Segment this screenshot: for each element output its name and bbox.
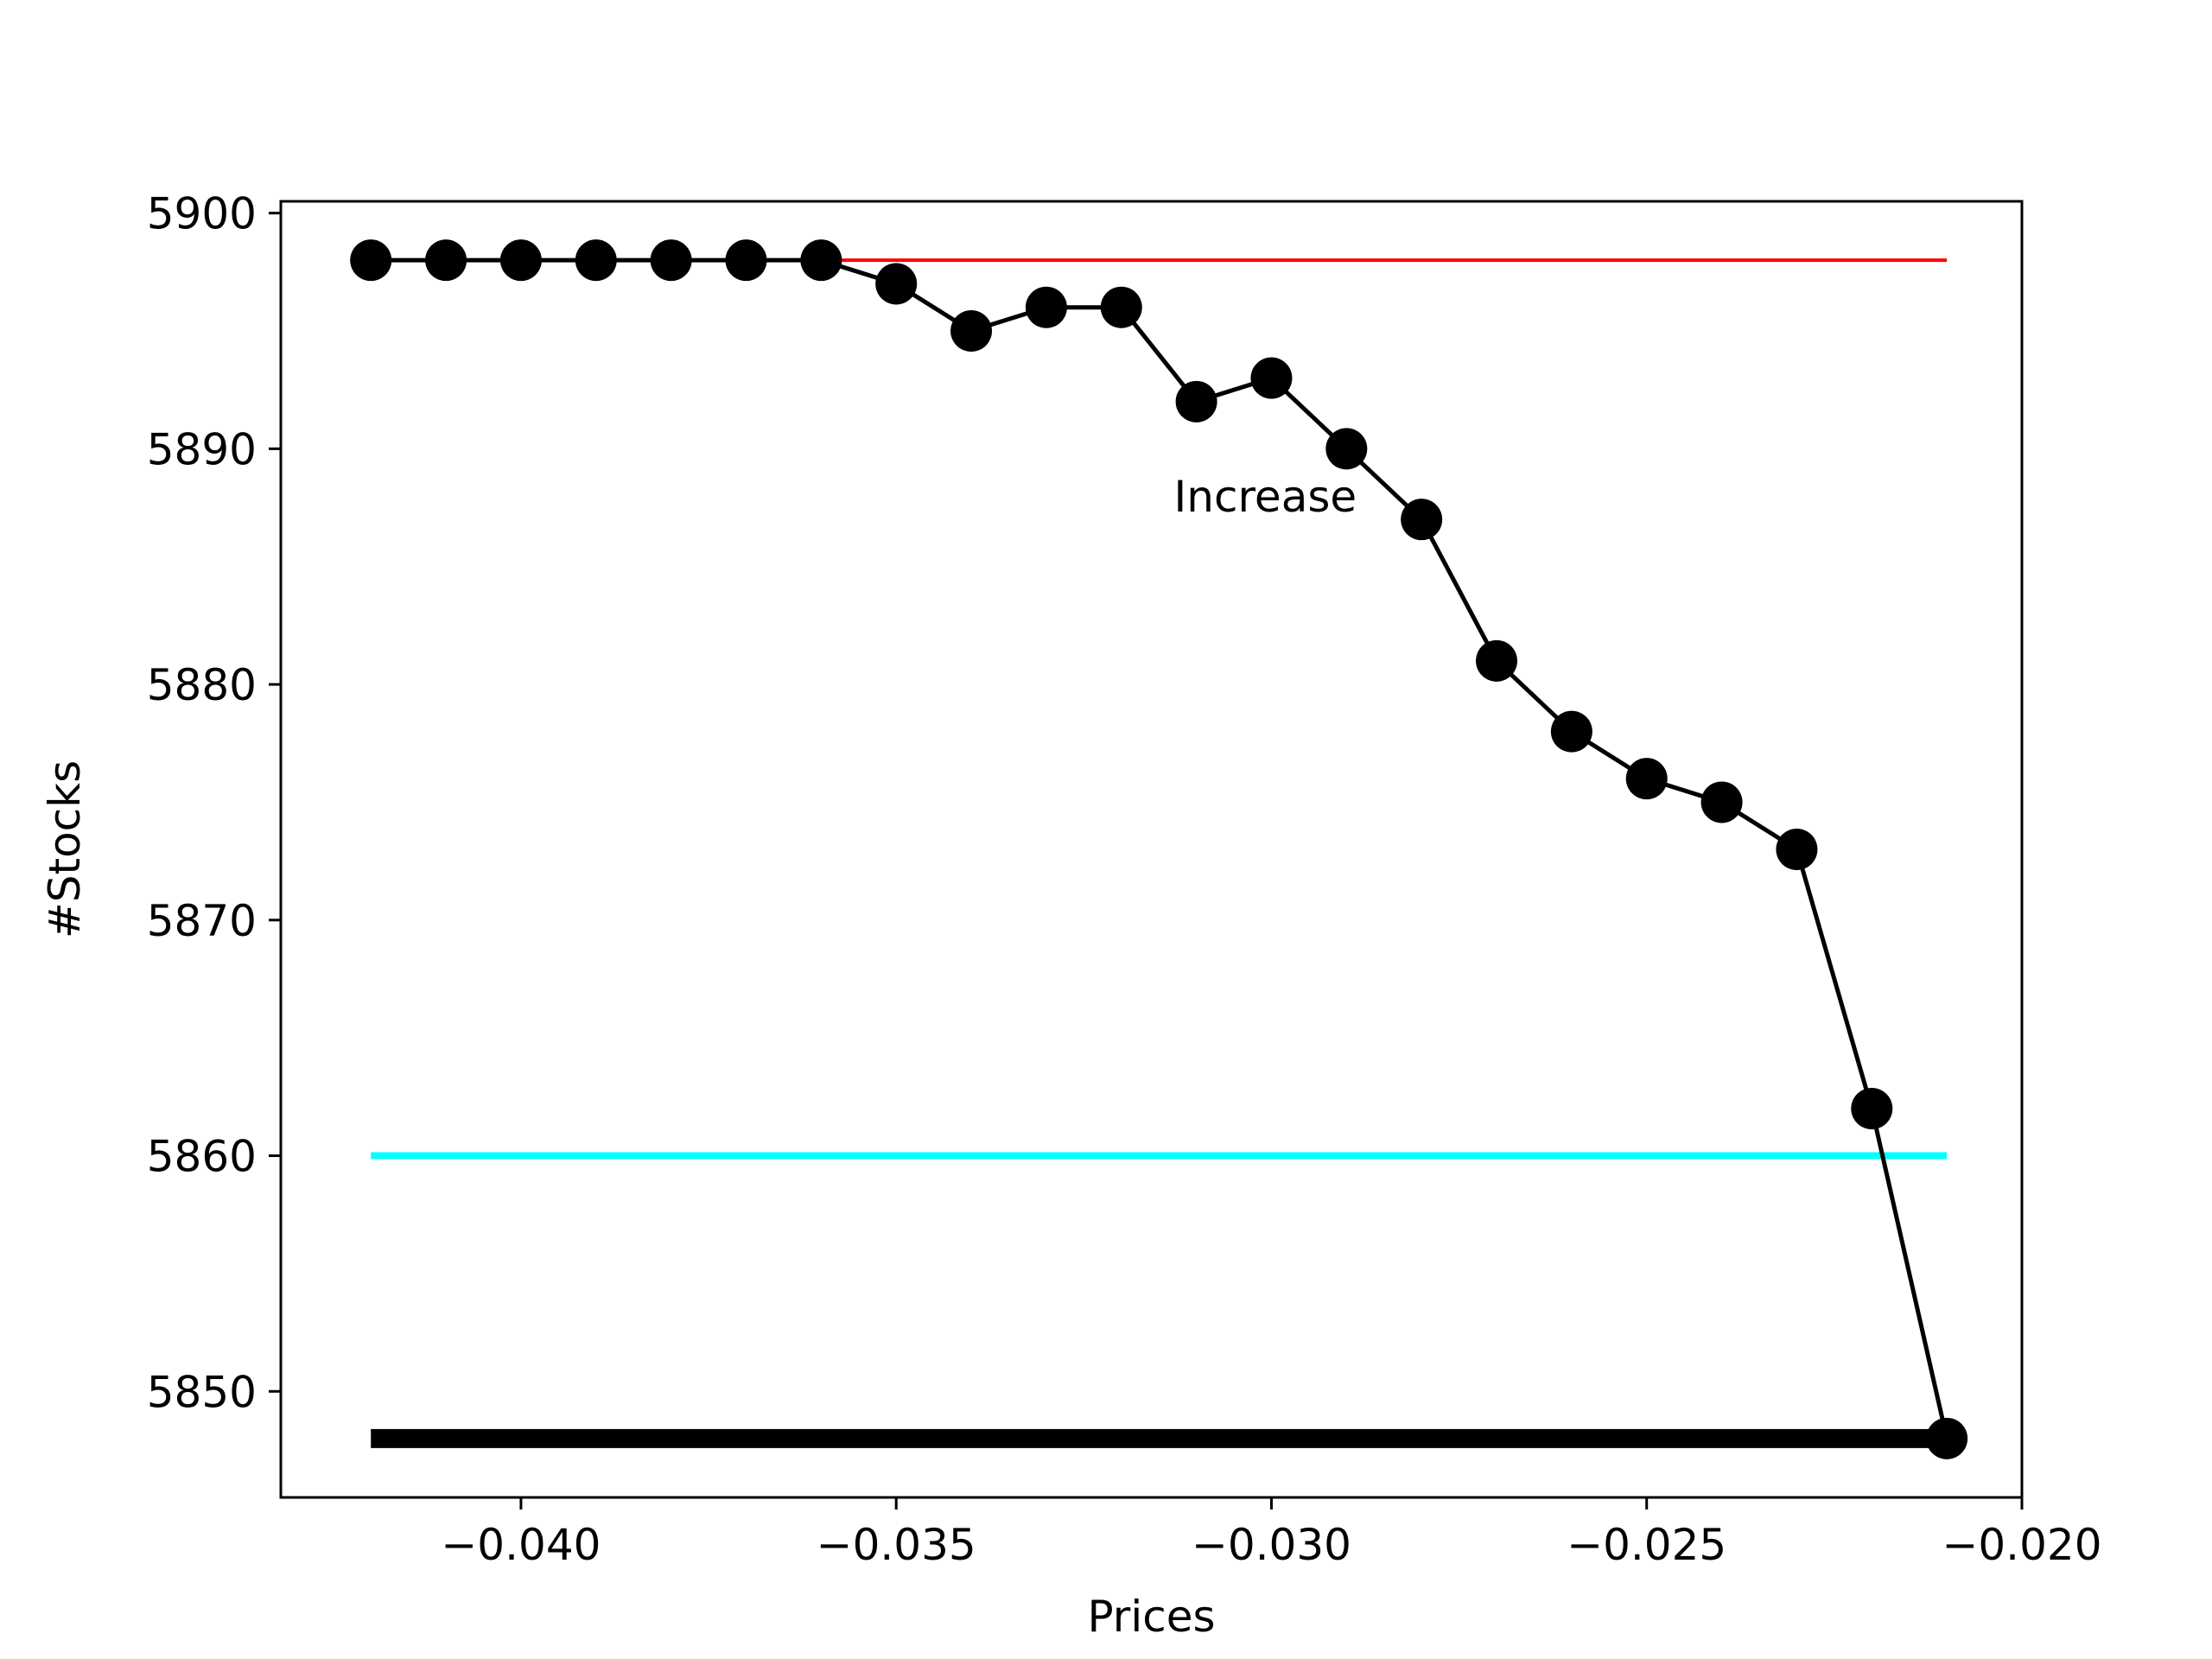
data-point	[1250, 357, 1293, 399]
x-tick-label: −0.040	[441, 1520, 601, 1570]
data-point	[1476, 639, 1518, 682]
data-point	[425, 239, 467, 282]
annotations: Increase	[1174, 472, 1357, 522]
data-point	[350, 239, 392, 282]
data-point	[1851, 1088, 1893, 1129]
series-line-0	[371, 257, 1949, 1440]
plot-frame	[279, 200, 2024, 1499]
data-point	[1401, 499, 1443, 541]
data-point	[1175, 380, 1217, 423]
y-tick-label: 5900	[147, 189, 257, 239]
x-tick-label: −0.025	[1567, 1520, 1726, 1570]
data-point	[1025, 286, 1067, 328]
x-axis-label: Prices	[1087, 1592, 1215, 1642]
y-tick-label: 5880	[147, 660, 257, 710]
y-axis-label: #Stocks	[40, 760, 90, 938]
y-tick-label: 5860	[147, 1132, 257, 1182]
x-tick-label: −0.035	[817, 1520, 976, 1570]
y-tick-label: 5850	[147, 1367, 257, 1417]
y-axis: 5850 5860 5870 5880 5890 5900	[147, 189, 281, 1417]
annotation-text: Increase	[1174, 472, 1357, 522]
data-point	[800, 239, 842, 282]
data-series	[350, 239, 1968, 1459]
x-tick-label: −0.030	[1192, 1520, 1351, 1570]
data-point	[875, 263, 918, 305]
data-point	[1700, 781, 1743, 823]
y-tick-label: 5870	[147, 896, 257, 946]
data-point	[1100, 286, 1142, 328]
data-point	[650, 239, 692, 282]
data-point	[725, 239, 767, 282]
y-tick-label: 5890	[147, 424, 257, 474]
data-point	[499, 239, 542, 282]
data-point	[1776, 829, 1818, 870]
reference-lines	[371, 258, 1948, 1448]
data-point	[1625, 758, 1668, 800]
data-point	[1550, 710, 1592, 753]
x-tick-label: −0.020	[1942, 1520, 2101, 1570]
x-axis: −0.040 −0.035 −0.030 −0.025 −0.020	[441, 1497, 2102, 1570]
data-point	[575, 239, 617, 282]
data-point	[1325, 428, 1368, 470]
data-point	[950, 310, 993, 352]
data-point	[1926, 1417, 1968, 1459]
